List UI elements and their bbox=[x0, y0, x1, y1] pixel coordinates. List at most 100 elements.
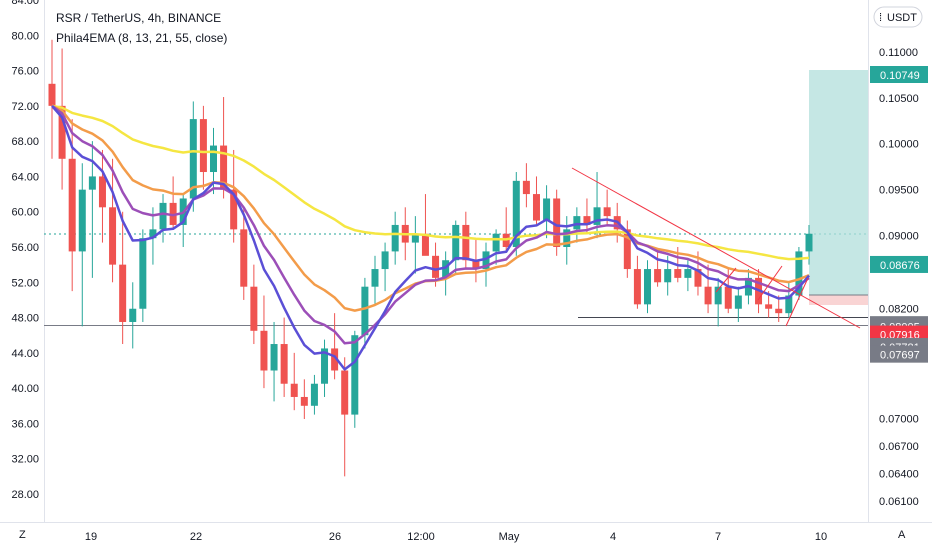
currency-button[interactable]: USDT ⁞ bbox=[873, 6, 923, 28]
left-axis-tick-label: 44.00 bbox=[11, 348, 39, 360]
left-axis-tick-label: 40.00 bbox=[11, 383, 39, 395]
left-price-axis: 84.00 80.00 76.00 72.00 68.00 64.00 60.00 56.00… bbox=[11, 0, 39, 501]
price-tag: 0.08676 bbox=[870, 255, 928, 273]
candle-up bbox=[361, 277, 369, 349]
candle-down bbox=[421, 194, 429, 256]
candle-up bbox=[452, 220, 460, 274]
left-axis-tick-label: 84.00 bbox=[11, 0, 39, 7]
candle-up bbox=[189, 101, 197, 212]
price-tag-label: 0.10749 bbox=[880, 70, 920, 82]
candle-down bbox=[48, 39, 56, 159]
symbol-title: RSR / TetherUS, 4h, BINANCE bbox=[56, 11, 221, 25]
candle-up bbox=[129, 282, 137, 349]
right-axis-tick-label: 0.08200 bbox=[879, 304, 919, 316]
wedge-line-mid bbox=[757, 265, 783, 301]
candle-up bbox=[391, 211, 399, 265]
ema-layer bbox=[51, 104, 810, 371]
loss-zone bbox=[809, 295, 868, 305]
candle-down bbox=[300, 379, 308, 420]
candle-down bbox=[240, 207, 248, 300]
z-button[interactable]: Z bbox=[14, 524, 36, 544]
position-zone bbox=[809, 70, 868, 305]
right-axis-tick-label: 0.06700 bbox=[879, 441, 919, 453]
candle-up bbox=[543, 185, 551, 239]
candle-up bbox=[139, 229, 147, 322]
candle-down bbox=[654, 251, 662, 287]
time-axis-tick-label: 22 bbox=[190, 531, 202, 543]
candle-down bbox=[341, 357, 349, 477]
time-axis-tick-label: May bbox=[499, 531, 520, 543]
right-axis-tick-label: 0.09500 bbox=[879, 184, 919, 196]
right-axis-tick-label: 0.10000 bbox=[879, 139, 919, 151]
candle-down bbox=[331, 313, 339, 380]
right-axis-tick-label: 0.09000 bbox=[879, 230, 919, 242]
ema-8-line bbox=[51, 105, 810, 371]
candle-up bbox=[149, 207, 157, 265]
price-tag: 0.07697 bbox=[870, 345, 928, 363]
header: RSR / TetherUS, 4h, BINANCE Phila4EMA (8… bbox=[56, 11, 227, 45]
candle-down bbox=[290, 352, 298, 411]
candle-down bbox=[280, 317, 288, 397]
auto-scale-label: A bbox=[898, 529, 906, 541]
left-axis-tick-label: 36.00 bbox=[11, 418, 39, 430]
candle-down bbox=[109, 158, 117, 283]
time-axis-tick-label: 26 bbox=[329, 531, 341, 543]
trend-lines bbox=[571, 167, 861, 329]
candle-up bbox=[563, 216, 571, 265]
left-axis-tick-label: 56.00 bbox=[11, 242, 39, 254]
candle-up bbox=[714, 277, 722, 327]
candle-up bbox=[78, 163, 86, 327]
candle-down bbox=[633, 255, 641, 309]
right-axis-tick-label: 0.07000 bbox=[879, 414, 919, 426]
price-tags: 0.107490.086760.080190.080050.079160.077… bbox=[870, 65, 928, 363]
candle-down bbox=[199, 105, 207, 190]
candle-down bbox=[623, 220, 631, 278]
wedge-line-lower bbox=[715, 267, 737, 293]
candle-up bbox=[159, 194, 167, 243]
left-axis-tick-label: 28.00 bbox=[11, 489, 39, 501]
candle-up bbox=[351, 330, 359, 428]
currency-button-label: USDT bbox=[887, 12, 917, 24]
left-axis-tick-label: 52.00 bbox=[11, 277, 39, 289]
indicator-title: Phila4EMA (8, 13, 21, 55, close) bbox=[56, 31, 227, 45]
candle-down bbox=[220, 97, 228, 199]
candle-down bbox=[250, 264, 258, 345]
downtrend-line bbox=[571, 167, 861, 329]
candle-up bbox=[381, 242, 389, 292]
auto-scale-button[interactable]: A bbox=[893, 524, 915, 544]
candle-down bbox=[119, 211, 127, 345]
candle-up bbox=[270, 321, 278, 402]
candle-up bbox=[411, 216, 419, 274]
candle-up bbox=[492, 229, 500, 265]
candle-up bbox=[795, 247, 803, 300]
candle-up bbox=[482, 242, 490, 287]
candle-up bbox=[310, 374, 318, 415]
right-axis-tick-label: 0.06100 bbox=[879, 496, 919, 508]
candle-down bbox=[98, 149, 106, 243]
left-axis-tick-label: 32.00 bbox=[11, 454, 39, 466]
z-button-label: Z bbox=[19, 529, 26, 541]
left-axis-tick-label: 76.00 bbox=[11, 66, 39, 78]
right-price-axis: 0.11000 0.10500 0.10000 0.09500 0.09000 0.082… bbox=[879, 47, 919, 508]
left-axis-tick-label: 68.00 bbox=[11, 136, 39, 148]
profit-zone bbox=[809, 70, 868, 295]
right-axis-tick-label: 0.06400 bbox=[879, 469, 919, 481]
time-axis-tick-label: 10 bbox=[815, 531, 827, 543]
separator-icon: ⁞ bbox=[879, 12, 882, 24]
price-tag-label: 0.08676 bbox=[880, 260, 920, 272]
left-axis-tick-label: 72.00 bbox=[11, 101, 39, 113]
candle-down bbox=[260, 295, 268, 389]
left-axis-tick-label: 48.00 bbox=[11, 313, 39, 325]
price-tag-label: 0.07697 bbox=[880, 350, 920, 362]
candle-up bbox=[321, 339, 329, 397]
candle-down bbox=[775, 295, 783, 322]
candle-up bbox=[644, 260, 652, 314]
right-axis-tick-label: 0.11000 bbox=[879, 47, 918, 59]
time-axis-tick-label: 7 bbox=[715, 531, 721, 543]
time-axis-tick-label: 12:00 bbox=[407, 531, 435, 543]
left-axis-tick-label: 60.00 bbox=[11, 207, 39, 219]
left-axis-tick-label: 64.00 bbox=[11, 171, 39, 183]
time-axis-tick-label: 19 bbox=[85, 531, 97, 543]
